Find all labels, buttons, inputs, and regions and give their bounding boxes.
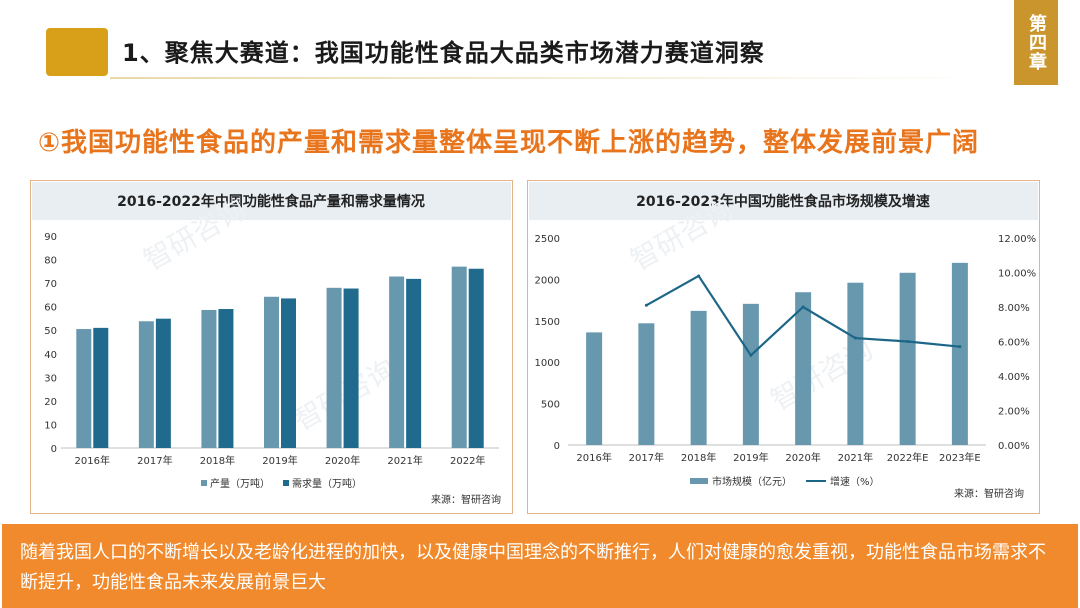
legend-label: 增速（%） bbox=[830, 475, 880, 488]
legend-swatch bbox=[201, 480, 207, 486]
market-size-svg: 2016-2023年中国功能性食品市场规模及增速智研咨询智研咨询05001000… bbox=[529, 182, 1038, 500]
x-tick-label: 2017年 bbox=[137, 454, 172, 467]
bar-demand bbox=[281, 298, 296, 448]
bar-market-size bbox=[899, 272, 916, 445]
y-right-tick-label: 10.00% bbox=[998, 269, 1036, 280]
chart-title-bar bbox=[529, 182, 1038, 220]
source-note: 来源：智研咨询 bbox=[954, 487, 1024, 500]
legend-label: 产量（万吨） bbox=[210, 477, 270, 490]
bar-demand bbox=[406, 278, 422, 448]
bar-production bbox=[326, 287, 342, 448]
legend-label: 市场规模（亿元） bbox=[712, 475, 792, 488]
chapter-tab: 第四章 bbox=[1014, 0, 1058, 85]
bar-demand bbox=[218, 309, 234, 448]
y-tick-label: 80 bbox=[44, 256, 57, 267]
header-divider bbox=[110, 77, 990, 79]
y-right-tick-label: 12.00% bbox=[998, 234, 1036, 245]
bar-production bbox=[451, 266, 467, 448]
production-demand-svg: 2016-2022年中国功能性食品产量和需求量情况智研咨询智研咨询0102030… bbox=[32, 182, 511, 506]
x-tick-label: 2021年 bbox=[838, 451, 873, 464]
y-left-tick-label: 2500 bbox=[535, 234, 560, 245]
chart-title: 2016-2023年中国功能性食品市场规模及增速 bbox=[636, 193, 930, 210]
bar-production bbox=[76, 329, 92, 448]
y-tick-label: 30 bbox=[44, 373, 57, 384]
bar-market-size bbox=[638, 323, 655, 445]
market-size-chart: 2016-2023年中国功能性食品市场规模及增速 智研咨询 智研咨询 0 500 1000… bbox=[527, 180, 1040, 514]
growth-rate-point bbox=[853, 336, 857, 340]
y-tick-label: 50 bbox=[44, 326, 57, 337]
growth-rate-point bbox=[697, 274, 701, 278]
legend-swatch bbox=[690, 478, 708, 484]
bar-market-size bbox=[795, 292, 812, 445]
y-right-tick-label: 6.00% bbox=[998, 338, 1030, 349]
x-tick-label: 2022年E bbox=[887, 451, 929, 464]
bar-production bbox=[138, 321, 154, 448]
y-right-tick-label: 0.00% bbox=[998, 441, 1030, 452]
y-left-tick-label: 1000 bbox=[535, 358, 560, 369]
page-title: 1、聚焦大赛道：我国功能性食品大品类市场潜力赛道洞察 bbox=[122, 39, 765, 67]
bar-market-size bbox=[847, 282, 864, 445]
x-tick-label: 2018年 bbox=[200, 454, 235, 467]
growth-rate-point bbox=[906, 340, 910, 343]
y-tick-label: 10 bbox=[44, 420, 57, 431]
source-note: 来源：智研咨询 bbox=[431, 493, 501, 506]
bar-production bbox=[389, 276, 405, 448]
x-tick-label: 2018年 bbox=[681, 451, 716, 464]
x-tick-label: 2020年 bbox=[785, 451, 820, 464]
section-subtitle: ①我国功能性食品的产量和需求量整体呈现不断上涨的趋势，整体发展前景广阔 bbox=[38, 128, 980, 158]
production-demand-chart: 2016-2022年中国功能性食品产量和需求量情况智研咨询智研咨询0102030… bbox=[30, 180, 513, 514]
y-left-tick-label: 1500 bbox=[535, 317, 560, 328]
y-tick-label: 40 bbox=[44, 350, 57, 361]
bar-production bbox=[264, 296, 279, 448]
bar-demand bbox=[343, 288, 359, 448]
y-tick-label: 60 bbox=[44, 303, 57, 314]
legend-label: 需求量（万吨） bbox=[292, 477, 362, 490]
y-tick-label: 90 bbox=[44, 232, 57, 243]
chart-title: 2016-2022年中国功能性食品产量和需求量情况 bbox=[117, 193, 425, 210]
bar-market-size bbox=[586, 332, 603, 445]
legend-swatch bbox=[283, 480, 289, 486]
y-tick-label: 0 bbox=[51, 444, 57, 455]
y-tick-label: 70 bbox=[44, 279, 57, 290]
x-tick-label: 2016年 bbox=[75, 454, 110, 467]
bar-market-size bbox=[951, 262, 968, 445]
y-left-tick-label: 0 bbox=[554, 441, 560, 452]
bar-demand bbox=[93, 327, 109, 448]
y-right-tick-label: 2.00% bbox=[998, 407, 1030, 418]
x-tick-label: 2021年 bbox=[387, 454, 422, 467]
x-tick-label: 2020年 bbox=[325, 454, 360, 467]
growth-rate-point bbox=[644, 303, 648, 307]
y-tick-label: 20 bbox=[44, 397, 57, 408]
growth-rate-point bbox=[749, 353, 753, 357]
y-right-tick-label: 8.00% bbox=[998, 303, 1030, 314]
x-tick-label: 2016年 bbox=[576, 451, 611, 464]
x-tick-label: 2023年E bbox=[939, 451, 981, 464]
bar-production bbox=[201, 309, 217, 448]
x-tick-label: 2017年 bbox=[629, 451, 664, 464]
growth-rate-point bbox=[801, 305, 805, 309]
header-accent-block bbox=[46, 28, 108, 76]
bar-demand bbox=[155, 318, 171, 448]
growth-rate-point bbox=[958, 345, 962, 349]
x-tick-label: 2019年 bbox=[733, 451, 768, 464]
y-left-tick-label: 500 bbox=[541, 400, 560, 411]
y-right-tick-label: 4.00% bbox=[998, 372, 1030, 383]
bar-demand bbox=[468, 268, 484, 448]
bar-market-size bbox=[690, 310, 707, 445]
x-tick-label: 2022年 bbox=[450, 454, 485, 467]
chart-title-bar bbox=[32, 182, 511, 220]
y-left-tick-label: 2000 bbox=[535, 275, 560, 286]
x-tick-label: 2019年 bbox=[262, 454, 297, 467]
bar-market-size bbox=[742, 303, 759, 445]
conclusion-banner: 随着我国人口的不断增长以及老龄化进程的加快，以及健康中国理念的不断推行，人们对健… bbox=[2, 524, 1078, 608]
